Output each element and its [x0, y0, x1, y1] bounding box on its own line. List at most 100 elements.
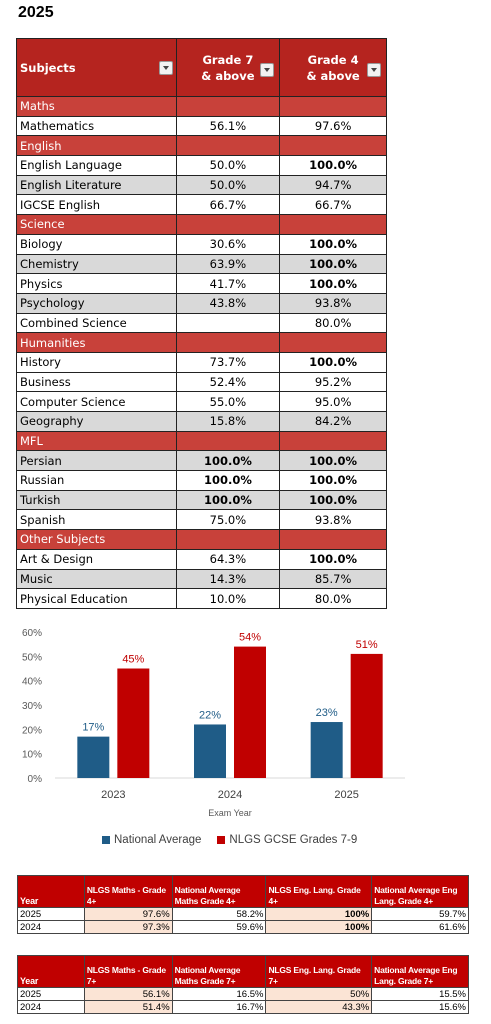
grade7-filter-icon[interactable]: [260, 63, 275, 77]
value-cell: 59.7%: [371, 907, 469, 921]
table-row: Art & Design 64.3% 100.0%: [16, 548, 387, 570]
bar-chart-svg: 0% 10% 20% 30% 40% 50% 60% 17% 45% 2023 22% 54% 2024…: [22, 628, 405, 818]
results-table: Subjects Grade 7 & above Grade 4 & above M…: [16, 38, 387, 609]
x-tick-label: 2025: [334, 789, 358, 801]
grade7-cell: 55.0%: [175, 391, 281, 412]
section-empty-cell: [279, 332, 387, 353]
value-cell: 16.5%: [171, 987, 267, 1001]
section-empty-cell: [279, 430, 387, 452]
grade7-header-line1: Grade 7: [202, 52, 254, 67]
grade7-cell: 52.4%: [175, 371, 281, 393]
grade4-cell: 100.0%: [279, 233, 387, 255]
value-cell: 100%: [265, 907, 373, 921]
section-name: MFL: [16, 430, 177, 452]
section-empty-cell: [175, 529, 281, 550]
subject-cell: Psychology: [16, 292, 177, 314]
section-empty-cell: [175, 214, 281, 235]
section-header-row: MFL: [16, 430, 387, 452]
legend-item-nlgs: NLGS GCSE Grades 7-9: [217, 834, 357, 846]
grade7-cell: 14.3%: [175, 568, 281, 590]
results-chart: 0% 10% 20% 30% 40% 50% 60% 17% 45% 2023 22% 54% 2024…: [0, 620, 491, 860]
table-row: Geography 15.8% 84.2%: [16, 411, 387, 432]
grade4-cell: 100.0%: [279, 351, 387, 373]
chart-legend: National Average NLGS GCSE Grades 7-9: [102, 834, 357, 846]
grade7-header-line2: & above: [201, 68, 255, 83]
grade4-cell: 100.0%: [279, 253, 387, 275]
grade4-cell: 100.0%: [279, 155, 387, 176]
grade4-comparison-table: Year NLGS Maths - Grade 4+ National Averag…: [17, 875, 469, 934]
grade7-cell: 100.0%: [175, 489, 281, 511]
table-row: Persian 100.0% 100.0%: [16, 450, 387, 472]
bar-national-2023: [77, 736, 110, 778]
section-empty-cell: [279, 135, 387, 157]
section-empty-cell: [175, 332, 281, 353]
grade4-cell: 94.7%: [279, 174, 387, 196]
table-row: Computer Science 55.0% 95.0%: [16, 391, 387, 412]
grade7-cell: 73.7%: [175, 351, 281, 373]
column-header: NLGS Maths - Grade 4+: [83, 875, 173, 908]
section-empty-cell: [279, 214, 387, 235]
column-header: National Average Eng Lang. Grade 4+: [371, 875, 469, 908]
table-row: Spanish 75.0% 93.8%: [16, 509, 387, 531]
grade7-cell: 50.0%: [175, 174, 281, 196]
grade7-cell: 100.0%: [175, 470, 281, 491]
grade4-cell: 100.0%: [279, 470, 387, 491]
subject-cell: Business: [16, 371, 177, 393]
year-cell: 2025: [17, 987, 85, 1001]
x-tick-label: 2024: [218, 789, 242, 801]
data-label: 23%: [316, 707, 338, 719]
subject-cell: IGCSE English: [16, 194, 177, 216]
column-header: NLGS Maths - Grade 7+: [83, 955, 173, 988]
legend-swatch-nlgs: [217, 836, 226, 844]
grade4-cell: 97.6%: [279, 115, 387, 137]
legend-label-national: National Average: [114, 834, 202, 846]
grade7-comparison-table: Year NLGS Maths - Grade 7+ National Averag…: [17, 955, 469, 1014]
section-name: Science: [16, 214, 177, 235]
grade4-cell: 100.0%: [279, 548, 387, 570]
bar-nlgs-2024: [234, 646, 266, 778]
y-tick-label: 50%: [22, 652, 42, 663]
grade4-filter-icon[interactable]: [367, 63, 381, 77]
table-row: 2025 97.6% 58.2% 100% 59.7%: [17, 907, 469, 921]
table-row: English Language 50.0% 100.0%: [16, 155, 387, 176]
grade7-cell: 63.9%: [175, 253, 281, 275]
subject-cell: Persian: [16, 450, 177, 472]
bar-nlgs-2025: [350, 653, 383, 778]
table-row: 2024 51.4% 16.7% 43.3% 15.6%: [17, 1000, 469, 1014]
section-empty-cell: [279, 529, 387, 550]
grade7-cell: 100.0%: [175, 450, 281, 472]
year-cell: 2024: [17, 1000, 85, 1014]
grade4-header: Grade 4 & above: [279, 38, 387, 97]
y-tick-label: 40%: [22, 677, 42, 688]
table-row: Russian 100.0% 100.0%: [16, 470, 387, 491]
grade7-cell: 64.3%: [175, 548, 281, 570]
x-tick-label: 2023: [101, 789, 125, 801]
data-label: 45%: [122, 654, 144, 666]
y-tick-label: 10%: [22, 750, 42, 761]
section-header-row: Other Subjects: [16, 529, 387, 550]
legend-swatch-national: [102, 836, 110, 844]
legend-label-nlgs: NLGS GCSE Grades 7-9: [229, 834, 358, 846]
x-axis-title: Exam Year: [208, 808, 252, 818]
section-header-row: Humanities: [16, 332, 387, 353]
table-row: Combined Science 80.0%: [16, 312, 387, 334]
grade4-cell: 100.0%: [279, 450, 387, 472]
value-cell: 97.3%: [83, 920, 173, 934]
table-row: Mathematics 56.1% 97.6%: [16, 115, 387, 137]
subject-cell: Computer Science: [16, 391, 177, 412]
table-row: Chemistry 63.9% 100.0%: [16, 253, 387, 275]
column-header: NLGS Eng. Lang. Grade 7+: [265, 955, 373, 988]
grade7-cell: 43.8%: [175, 292, 281, 314]
subject-cell: Combined Science: [16, 312, 177, 334]
section-name: Humanities: [16, 332, 177, 353]
table-row: Music 14.3% 85.7%: [16, 568, 387, 590]
subjects-filter-icon[interactable]: [158, 61, 173, 75]
value-cell: 61.6%: [371, 920, 469, 934]
subject-cell: Music: [16, 568, 177, 590]
section-empty-cell: [279, 96, 387, 117]
value-cell: 59.6%: [171, 920, 267, 934]
table-row: Psychology 43.8% 93.8%: [16, 292, 387, 314]
legend-item-national: National Average: [102, 834, 201, 846]
table-row: Physics 41.7% 100.0%: [16, 273, 387, 294]
grade4-cell: 80.0%: [279, 588, 387, 609]
